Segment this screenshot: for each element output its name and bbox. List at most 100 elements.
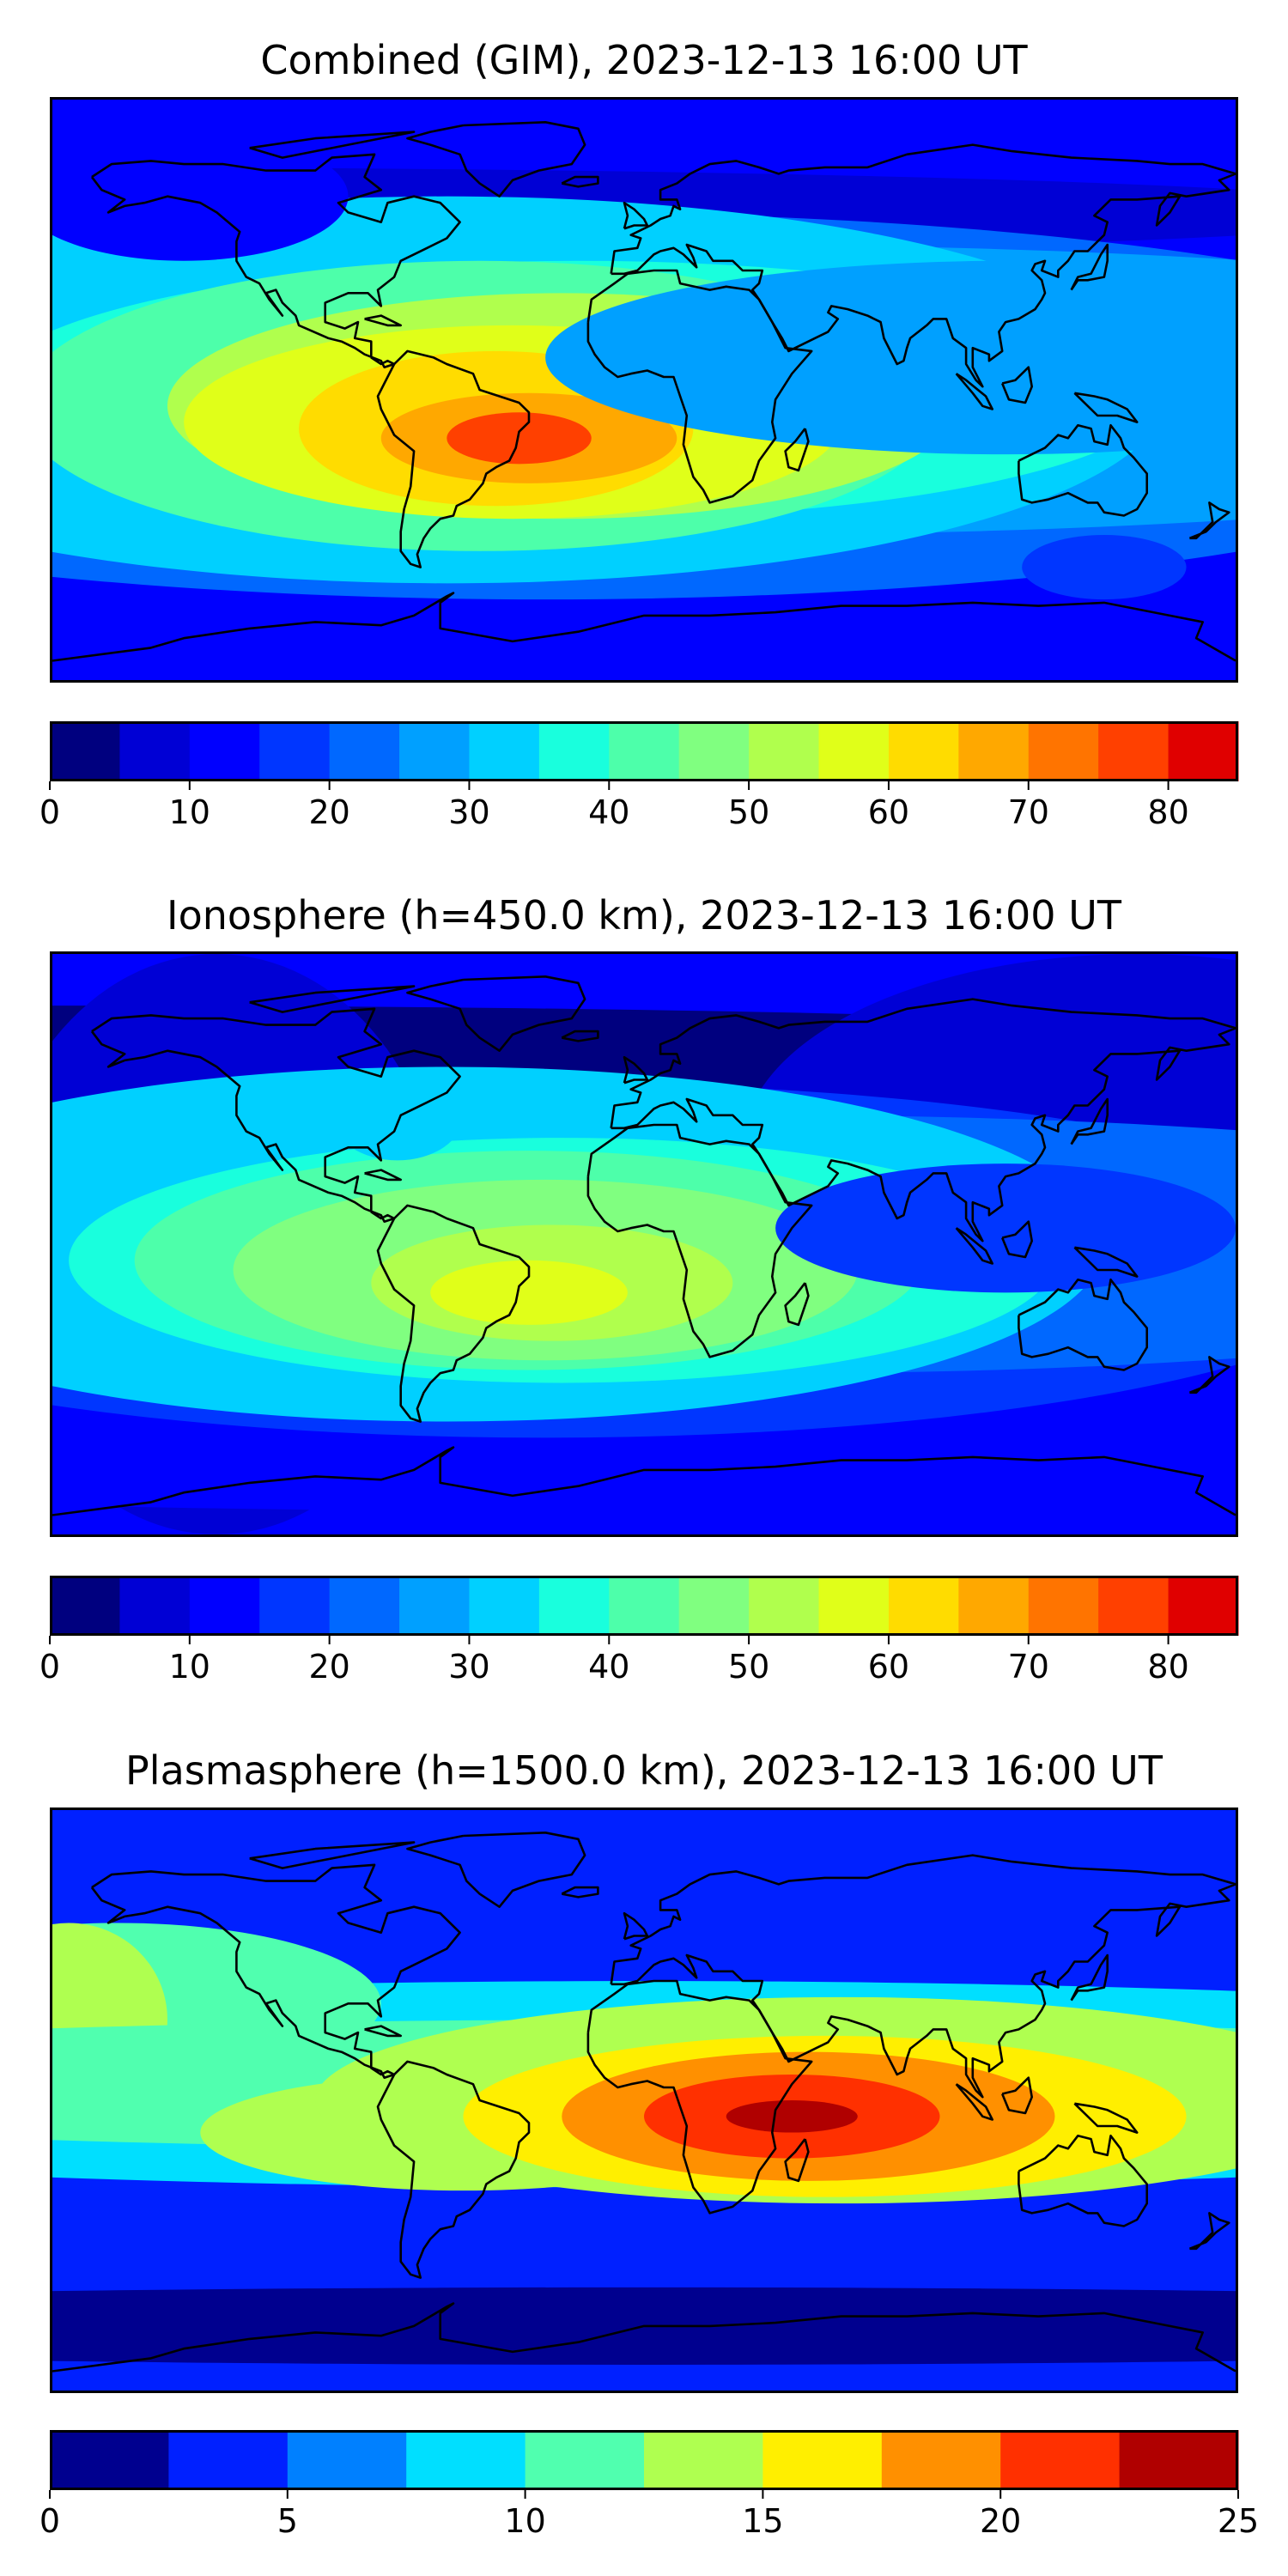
colorbar-tick-label: 50 xyxy=(727,793,770,831)
colorbar-tick-label: 30 xyxy=(448,793,490,831)
coastline-3 xyxy=(610,1854,1236,2099)
colorbar-frame xyxy=(50,1576,1238,1636)
colorbar-segment xyxy=(119,1576,191,1636)
colorbar-segment xyxy=(259,1576,331,1636)
coastline-11 xyxy=(955,373,993,410)
coastline-12 xyxy=(1000,2076,1033,2115)
colorbar-segment xyxy=(609,1576,680,1636)
map-ionosphere xyxy=(50,951,1238,1537)
coastline-13 xyxy=(1073,2102,1139,2134)
coastline-13 xyxy=(1073,392,1139,423)
coastline-1 xyxy=(376,1204,531,1423)
coastline-6 xyxy=(406,120,586,197)
coastline-13 xyxy=(1073,1246,1139,1278)
colorbar-segment xyxy=(50,2430,169,2490)
colorbar-tick-label: 70 xyxy=(1007,1648,1049,1686)
heatmap-ionosphere xyxy=(52,954,1236,1534)
colorbar-tick-label: 20 xyxy=(980,2502,1022,2540)
colorbar-tick-label: 25 xyxy=(1217,2502,1260,2540)
colorbar-frame xyxy=(50,721,1238,781)
title-ionosphere: Ionosphere (h=450.0 km), 2023-12-13 16:0… xyxy=(167,892,1121,939)
colorbar-tick-label: 40 xyxy=(588,793,630,831)
colorbar-tick-label: 20 xyxy=(308,793,350,831)
coastline-2 xyxy=(586,269,813,504)
colorbar-tick-label: 40 xyxy=(588,1648,630,1686)
colorbar-segment xyxy=(168,2430,289,2490)
coastline-0 xyxy=(90,1863,461,2080)
colorbar-plasmasphere: 0 5 10 15 20 25 xyxy=(39,2430,1259,2540)
heatmap-plasmasphere xyxy=(52,1810,1236,2391)
coastline-15 xyxy=(364,1169,403,1182)
colorbar-segment xyxy=(329,1576,400,1636)
coastline-5 xyxy=(52,592,1236,662)
heatmap-combined xyxy=(52,100,1236,680)
colorbar-segment xyxy=(525,2430,645,2490)
coastline-12 xyxy=(1000,1220,1033,1259)
contour-region-14 xyxy=(52,131,349,261)
colorbar-tick-label: 70 xyxy=(1007,793,1049,831)
colorbar-segment xyxy=(888,721,959,781)
coastline-10 xyxy=(784,428,810,472)
colorbar-segment xyxy=(538,721,610,781)
colorbar-tick-label: 0 xyxy=(39,2502,61,2540)
coastline-14 xyxy=(1188,1356,1230,1394)
colorbar-segment xyxy=(678,721,750,781)
colorbar-segment xyxy=(1168,721,1239,781)
coastline-16 xyxy=(249,1841,416,1869)
colorbar-tick-label: 10 xyxy=(168,793,210,831)
title-plasmasphere: Plasmasphere (h=1500.0 km), 2023-12-13 1… xyxy=(125,1747,1163,1794)
colorbar-segment xyxy=(1028,721,1099,781)
colorbar-segment xyxy=(399,1576,470,1636)
colorbar-segment xyxy=(958,721,1030,781)
colorbar-combined-svg xyxy=(49,721,1239,790)
coastline-16 xyxy=(249,985,416,1013)
colorbar-segment xyxy=(259,721,331,781)
colorbar-segment xyxy=(538,1576,610,1636)
coastline-5 xyxy=(52,2302,1236,2372)
coastline-1 xyxy=(376,2060,531,2279)
colorbar-segment xyxy=(399,721,470,781)
coastline-14 xyxy=(1188,2212,1230,2251)
colorbar-segment xyxy=(881,2430,1001,2490)
colorbar-frame xyxy=(50,2430,1238,2490)
colorbar-tick-label: 80 xyxy=(1147,793,1189,831)
colorbar-segment xyxy=(749,1576,820,1636)
coastline-10 xyxy=(784,1282,810,1327)
contour-region-12 xyxy=(331,1070,464,1161)
colorbar-segment xyxy=(818,721,890,781)
coastline-15 xyxy=(364,314,403,327)
colorbar-segment xyxy=(329,721,400,781)
contour-region-12 xyxy=(545,260,1236,455)
coastline-3 xyxy=(610,998,1236,1242)
colorbar-segment xyxy=(50,1576,120,1636)
coastline-12 xyxy=(1000,366,1033,404)
colorbar-tick-label: 5 xyxy=(276,2502,298,2540)
coastline-4 xyxy=(1018,2134,1148,2227)
coastline-9 xyxy=(1070,243,1109,291)
colorbar-segment xyxy=(1098,1576,1170,1636)
colorbar-tick-label: 80 xyxy=(1147,1648,1189,1686)
colorbar-tick-label: 10 xyxy=(168,1648,210,1686)
coastline-9 xyxy=(1070,1953,1109,2002)
coastline-11 xyxy=(955,1227,993,1265)
colorbar-segment xyxy=(749,721,820,781)
colorbar-segment xyxy=(1119,2430,1239,2490)
colorbar-segment xyxy=(818,1576,890,1636)
contour-region-11 xyxy=(430,1260,628,1325)
colorbar-segment xyxy=(469,721,540,781)
coastline-1 xyxy=(376,349,531,568)
colorbar-segment xyxy=(189,1576,260,1636)
colorbar-segment xyxy=(958,1576,1030,1636)
coastline-6 xyxy=(406,1831,586,1908)
colorbar-ionosphere: 0 10 20 30 40 50 60 70 80 xyxy=(39,1576,1239,1686)
colorbar-segment xyxy=(1098,721,1170,781)
colorbar-segment xyxy=(189,721,260,781)
coastline-2 xyxy=(586,1979,813,2215)
coastline-4 xyxy=(1018,423,1148,517)
coastline-5 xyxy=(52,1446,1236,1516)
colorbar-segment xyxy=(888,1576,959,1636)
map-plasmasphere xyxy=(50,1807,1238,2393)
coastline-6 xyxy=(406,975,586,1052)
colorbar-tick-label: 60 xyxy=(867,1648,910,1686)
coastline-7 xyxy=(623,1055,649,1084)
